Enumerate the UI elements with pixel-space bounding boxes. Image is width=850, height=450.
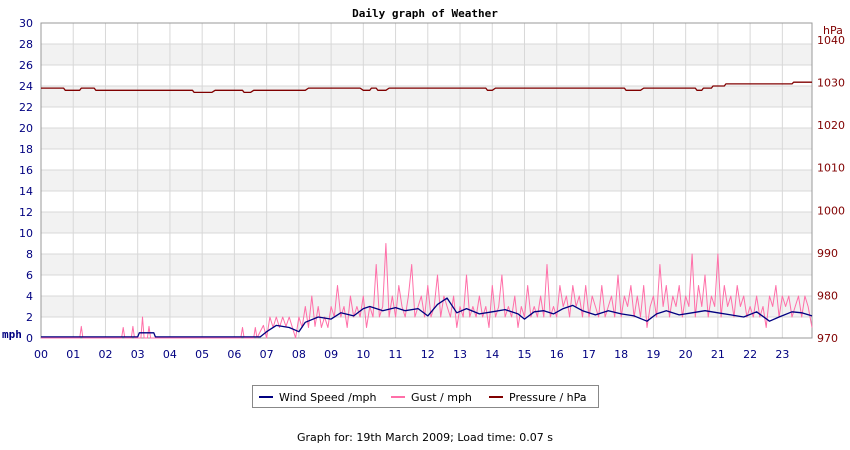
x-tick-label: 02 [98,348,112,361]
footer-text: Graph for: 19th March 2009; Load time: 0… [296,431,554,444]
x-tick-label: 22 [743,348,757,361]
x-tick-label: 00 [34,348,48,361]
x-tick-label: 05 [195,348,209,361]
x-tick-label: 09 [324,348,338,361]
gust-series-line [41,243,813,339]
legend-item-gust: Gust / mph [391,391,472,404]
left-axis-unit: mph [2,328,22,341]
x-tick-label: 17 [582,348,596,361]
background-band [41,44,812,65]
left-tick-label: 8 [26,248,33,261]
left-tick-label: 0 [26,332,33,345]
x-tick-label: 13 [453,348,467,361]
wind-series-line [41,297,813,338]
background-band [41,254,812,275]
x-tick-label: 03 [131,348,145,361]
background-band [41,296,812,317]
left-tick-label: 22 [19,101,33,114]
x-tick-label: 01 [66,348,80,361]
left-tick-label: 30 [19,17,33,30]
x-tick-label: 14 [485,348,499,361]
x-tick-label: 12 [421,348,435,361]
x-tick-label: 20 [679,348,693,361]
legend-swatch-wind [259,396,273,398]
legend-label-gust: Gust / mph [411,391,472,404]
pressure-series-line [41,81,812,94]
legend-label-wind: Wind Speed /mph [279,391,377,404]
right-tick-label: 1010 [817,162,845,175]
x-tick-label: 19 [646,348,660,361]
right-axis-ticks: 970 980 990 1000 1010 1020 1030 1040 [817,34,845,345]
x-axis-ticks: 00 01 02 03 04 05 06 07 08 09 10 11 12 13 14 15 16 17 18 19… [34,348,789,361]
legend-swatch-gust [391,396,405,398]
x-tick-label: 21 [711,348,725,361]
right-tick-label: 980 [817,289,838,302]
x-tick-label: 23 [775,348,789,361]
left-tick-label: 20 [19,122,33,135]
left-tick-label: 12 [19,206,33,219]
background-band [41,86,812,107]
left-tick-label: 6 [26,269,33,282]
left-tick-label: 4 [26,290,33,303]
left-tick-label: 14 [19,185,33,198]
x-tick-label: 04 [163,348,177,361]
x-tick-label: 06 [227,348,241,361]
legend-item-wind: Wind Speed /mph [259,391,377,404]
background-band [41,128,812,149]
right-tick-label: 1040 [817,34,845,47]
background-band [41,212,812,233]
x-tick-label: 08 [292,348,306,361]
plot-frame [40,22,813,339]
right-tick-label: 1020 [817,119,845,132]
right-tick-label: 970 [817,332,838,345]
left-tick-label: 18 [19,143,33,156]
left-tick-label: 2 [26,311,33,324]
x-tick-label: 15 [517,348,531,361]
legend-swatch-pressure [489,396,503,398]
right-tick-label: 990 [817,247,838,260]
background-band [41,170,812,191]
x-tick-label: 18 [614,348,628,361]
chart-background-bands [41,23,812,338]
left-tick-label: 16 [19,164,33,177]
chart-title: Daily graph of Weather [352,7,498,20]
series-layer [41,81,813,339]
left-tick-label: 26 [19,59,33,72]
x-tick-label: 16 [550,348,564,361]
left-tick-label: 10 [19,227,33,240]
chart-legend: Wind Speed /mph Gust / mph Pressure / hP… [252,385,599,408]
right-tick-label: 1030 [817,77,845,90]
x-tick-label: 07 [260,348,274,361]
x-tick-label: 11 [389,348,403,361]
right-axis-unit: hPa [823,24,843,37]
x-tick-label: 10 [356,348,370,361]
left-tick-label: 24 [19,80,33,93]
left-tick-label: 28 [19,38,33,51]
legend-label-pressure: Pressure / hPa [509,391,587,404]
legend-item-pressure: Pressure / hPa [489,391,587,404]
right-tick-label: 1000 [817,204,845,217]
